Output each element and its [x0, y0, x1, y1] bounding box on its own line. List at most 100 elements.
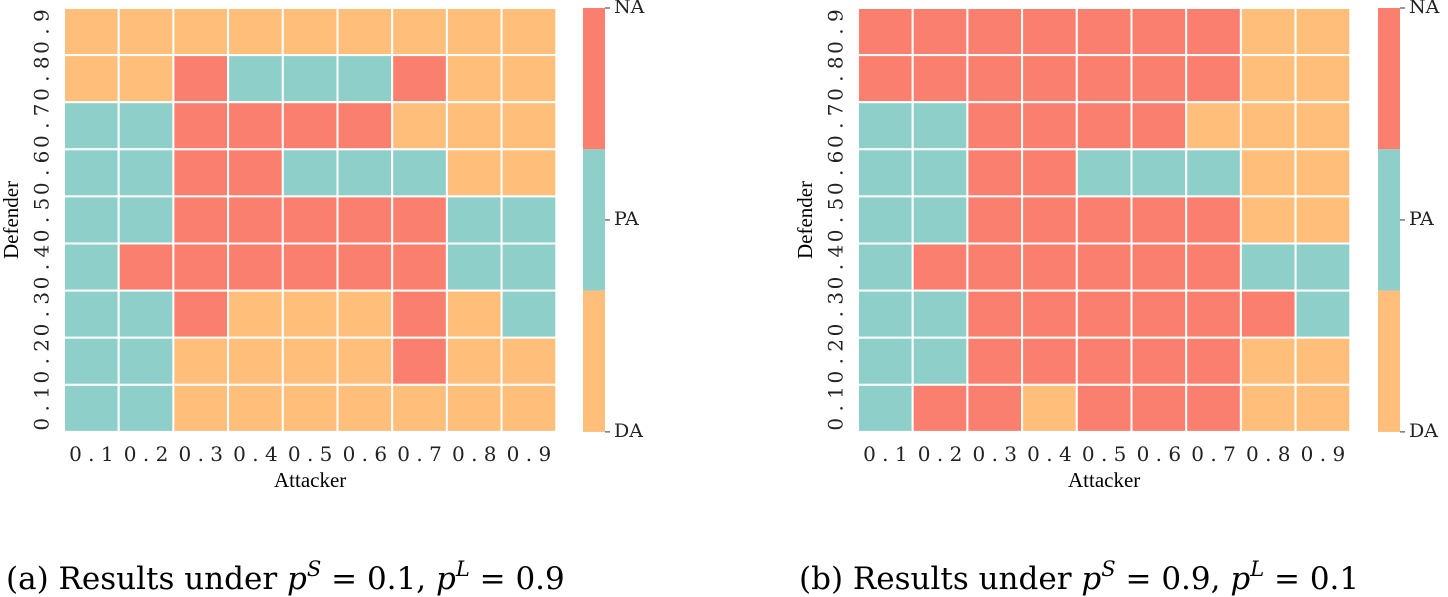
- colorbar-tick-label: NA: [614, 0, 645, 18]
- heatmap-cell: [1075, 7, 1133, 57]
- colorbar-segment: [1378, 290, 1400, 432]
- colorbar-tick-label: DA: [614, 420, 643, 442]
- heatmap-cell: [966, 54, 1024, 104]
- y-tick-label: 0 . 9: [824, 9, 848, 54]
- y-tick-label: 0 . 7: [824, 103, 848, 148]
- heatmap-cell: [1130, 54, 1188, 104]
- heatmap-cell: [172, 7, 230, 57]
- heatmap-cell: [966, 289, 1024, 339]
- heatmap-cell: [117, 148, 175, 198]
- heatmap-cell: [1185, 54, 1242, 104]
- heatmap-cell: [336, 242, 394, 292]
- heatmap-cell: [281, 289, 339, 339]
- heatmap-cell: [1294, 242, 1352, 292]
- heatmap-cell: [500, 383, 558, 433]
- x-tick-label: 0 . 9: [1301, 442, 1346, 466]
- heatmap-cell: [857, 336, 914, 386]
- heatmap-cell: [966, 195, 1024, 245]
- heatmap-cell: [911, 242, 969, 292]
- heatmap-cell: [1130, 336, 1188, 386]
- heatmap-cell: [1021, 101, 1078, 151]
- heatmap-cell: [117, 289, 175, 339]
- heatmap-cell: [117, 54, 175, 104]
- colorbar-segment: [583, 8, 605, 150]
- heatmap-cell: [1239, 54, 1297, 104]
- heatmap-cell: [63, 101, 120, 151]
- y-tick-label: 0 . 3: [30, 292, 54, 337]
- heatmap-cell: [336, 383, 394, 433]
- heatmap-cell: [1239, 242, 1297, 292]
- heatmap-cell: [63, 195, 120, 245]
- x-tick-label: 0 . 7: [397, 442, 442, 466]
- heatmap-cell: [63, 242, 120, 292]
- heatmap-cell: [1021, 195, 1078, 245]
- panel-caption: (b) Results under pS = 0.9, pL = 0.1: [799, 557, 1359, 597]
- x-tick-label: 0 . 1: [69, 442, 114, 466]
- heatmap-cell: [857, 383, 914, 433]
- heatmap-cell: [227, 195, 284, 245]
- x-tick-label: 0 . 9: [507, 442, 552, 466]
- y-tick-label: 0 . 4: [30, 245, 54, 290]
- heatmap-cell: [966, 101, 1024, 151]
- heatmap-cell: [117, 242, 175, 292]
- heatmap-cell: [911, 7, 969, 57]
- x-tick-label: 0 . 3: [972, 442, 1017, 466]
- heatmap-cell: [1239, 289, 1297, 339]
- y-tick-label: 0 . 8: [30, 56, 54, 101]
- x-tick-label: 0 . 2: [124, 442, 169, 466]
- y-tick-label: 0 . 1: [824, 386, 848, 431]
- heatmap-cell: [445, 54, 503, 104]
- heatmap-cell: [911, 383, 969, 433]
- heatmap-cell: [911, 54, 969, 104]
- colorbar-tick-label: DA: [1409, 420, 1438, 442]
- y-tick-label: 0 . 5: [30, 198, 54, 243]
- heatmap-cell: [391, 148, 448, 198]
- heatmap-cell: [1021, 54, 1078, 104]
- heatmap-cell: [857, 289, 914, 339]
- heatmap-cell: [281, 148, 339, 198]
- x-axis-label: Attacker: [1068, 468, 1140, 492]
- heatmap-cell: [227, 7, 284, 57]
- heatmap-cell: [63, 289, 120, 339]
- heatmap-cell: [117, 383, 175, 433]
- x-tick-label: 0 . 4: [1027, 442, 1072, 466]
- heatmap-cell: [172, 148, 230, 198]
- heatmap-cell: [1130, 242, 1188, 292]
- heatmap-cell: [336, 54, 394, 104]
- heatmap-cell: [1185, 7, 1242, 57]
- heatmap-cell: [1239, 383, 1297, 433]
- heatmap-cell: [1239, 101, 1297, 151]
- heatmap-cell: [1021, 383, 1078, 433]
- heatmap-cell: [445, 242, 503, 292]
- heatmap-cell: [1294, 148, 1352, 198]
- y-tick-label: 0 . 2: [30, 339, 54, 384]
- x-tick-label: 0 . 7: [1191, 442, 1236, 466]
- heatmap-cell: [1294, 101, 1352, 151]
- heatmap-cell: [1075, 383, 1133, 433]
- heatmap-cell: [281, 7, 339, 57]
- heatmap-cell: [1294, 289, 1352, 339]
- heatmap-cell: [391, 289, 448, 339]
- y-tick-label: 0 . 6: [824, 151, 848, 196]
- heatmap-cell: [63, 148, 120, 198]
- heatmap-cell: [1185, 336, 1242, 386]
- heatmap-cell: [1239, 195, 1297, 245]
- heatmap-cell: [966, 383, 1024, 433]
- heatmap-cell: [172, 54, 230, 104]
- heatmap-cell: [336, 148, 394, 198]
- heatmap-cell: [1130, 148, 1188, 198]
- heatmap-cell: [500, 148, 558, 198]
- heatmap-cell: [1239, 336, 1297, 386]
- colorbar-segment: [1378, 8, 1400, 150]
- heatmap-cell: [391, 383, 448, 433]
- heatmap-cell: [857, 7, 914, 57]
- heatmap-cell: [391, 242, 448, 292]
- heatmap-cell: [281, 383, 339, 433]
- heatmap-cell: [281, 195, 339, 245]
- heatmap-cell: [336, 7, 394, 57]
- heatmap-cell: [63, 54, 120, 104]
- colorbar-tick-label: PA: [614, 208, 639, 230]
- x-tick-label: 0 . 3: [178, 442, 223, 466]
- y-tick-label: 0 . 3: [824, 292, 848, 337]
